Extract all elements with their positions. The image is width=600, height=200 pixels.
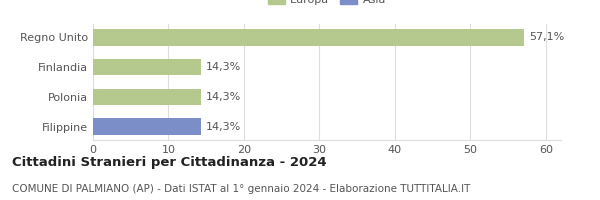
Bar xyxy=(93,29,524,46)
Legend: Europa, Asia: Europa, Asia xyxy=(263,0,391,9)
Text: 14,3%: 14,3% xyxy=(206,92,241,102)
Bar xyxy=(93,118,201,135)
Text: COMUNE DI PALMIANO (AP) - Dati ISTAT al 1° gennaio 2024 - Elaborazione TUTTITALI: COMUNE DI PALMIANO (AP) - Dati ISTAT al … xyxy=(12,184,470,194)
Bar xyxy=(93,89,201,105)
Text: Cittadini Stranieri per Cittadinanza - 2024: Cittadini Stranieri per Cittadinanza - 2… xyxy=(12,156,326,169)
Bar xyxy=(93,59,201,75)
Text: 14,3%: 14,3% xyxy=(206,62,241,72)
Text: 57,1%: 57,1% xyxy=(529,32,565,42)
Text: 14,3%: 14,3% xyxy=(206,122,241,132)
